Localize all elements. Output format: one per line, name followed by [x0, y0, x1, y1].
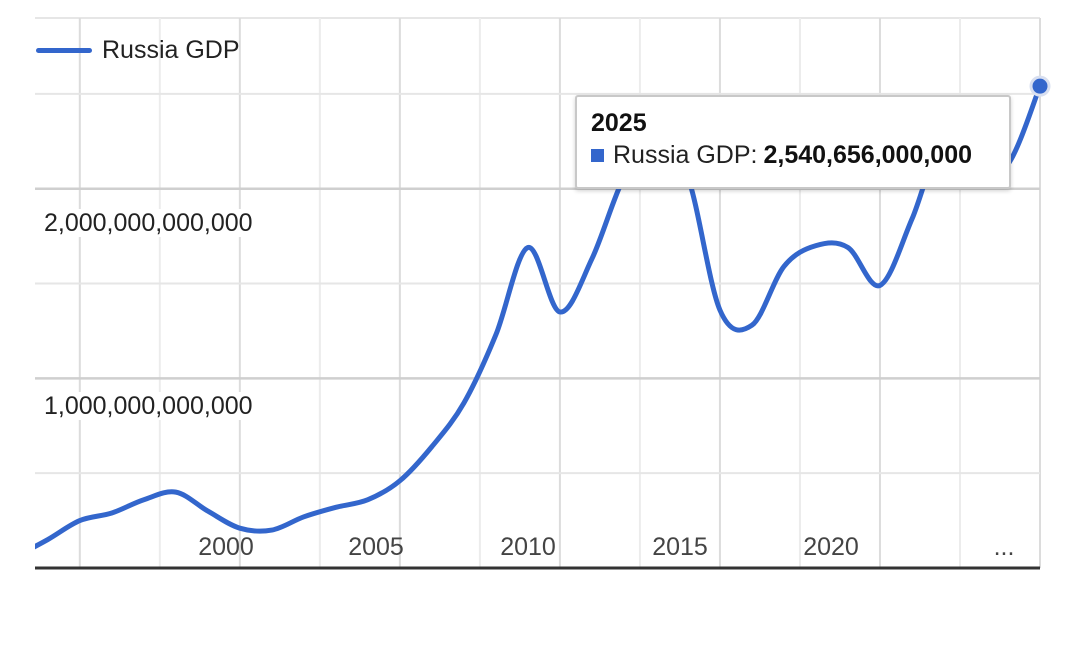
tooltip-value: 2,540,656,000,000 [763, 141, 973, 169]
legend-label: Russia GDP [102, 35, 240, 64]
tooltip-series-label: Russia GDP: [613, 141, 758, 169]
x-tick-label-2015: 2015 [652, 533, 708, 561]
y-tick-label-1t: 1,000,000,000,000 [44, 392, 253, 420]
legend[interactable]: Russia GDP [36, 34, 240, 66]
tooltip: 2025 Russia GDP: 2,540,656,000,000 [575, 95, 1011, 189]
x-tick-label-2000: 2000 [198, 533, 254, 561]
x-tick-label-2020: 2020 [803, 533, 859, 561]
tooltip-title: 2025 [591, 109, 647, 137]
series-line-russia-gdp[interactable] [16, 83, 1040, 556]
tooltip-series-swatch [591, 148, 604, 162]
x-tick-label-more: ... [993, 533, 1015, 561]
tooltip-row: Russia GDP: 2,540,656,000,000 [591, 139, 995, 171]
legend-line-swatch [36, 47, 92, 53]
x-tick-label-2005: 2005 [348, 533, 404, 561]
data-point-2025[interactable] [1029, 75, 1051, 97]
x-tick-label-2010: 2010 [500, 533, 556, 561]
y-tick-label-2t: 2,000,000,000,000 [44, 209, 253, 237]
